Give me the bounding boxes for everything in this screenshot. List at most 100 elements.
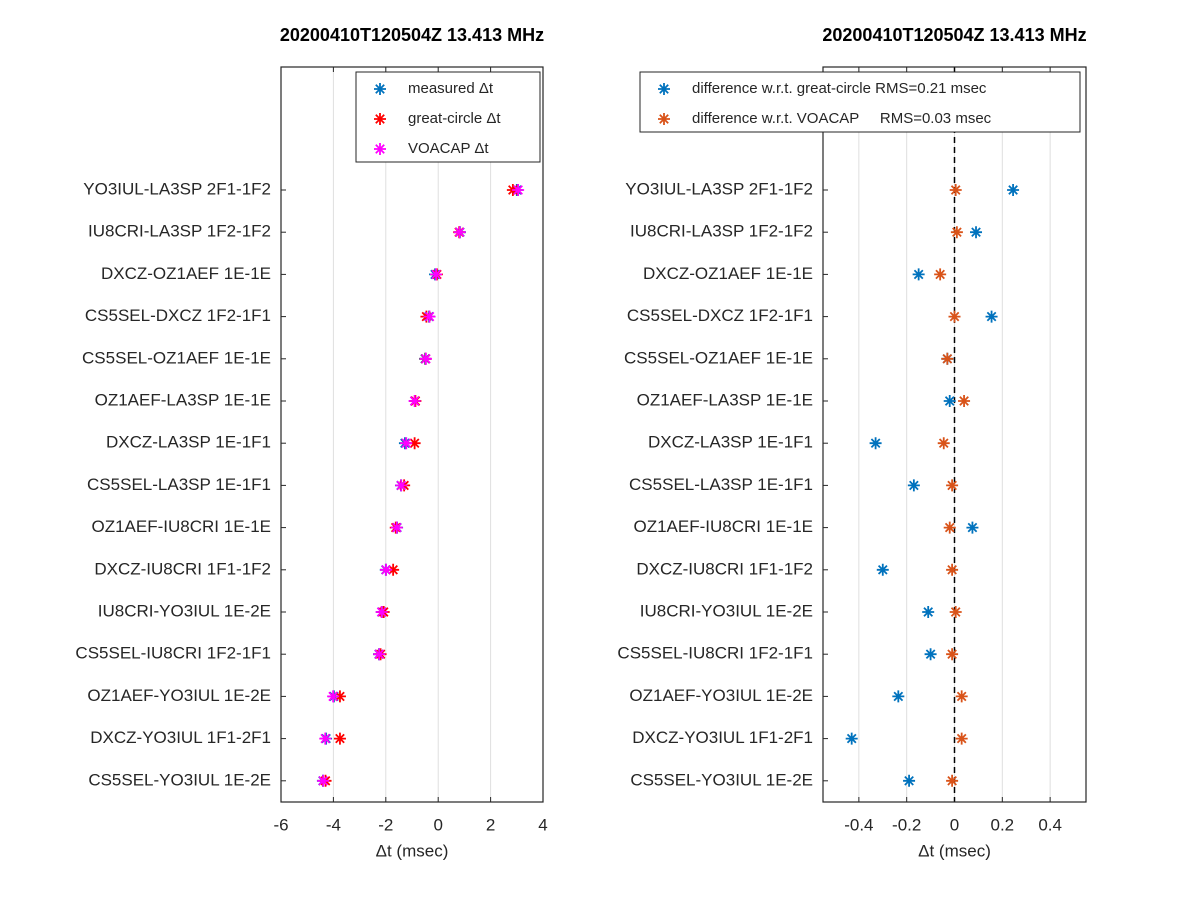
legend-box [639, 71, 1081, 133]
data-point [943, 395, 956, 407]
y-tick-label: CS5SEL-LA3SP 1E-1F1 [87, 475, 271, 494]
data-point [985, 310, 998, 323]
x-tick-label: -6 [273, 815, 288, 834]
y-tick-label: OZ1AEF-YO3IUL 1E-2E [87, 686, 271, 705]
y-tick-label: DXCZ-IU8CRI 1F1-1F2 [636, 559, 813, 578]
data-point [949, 184, 962, 196]
data-point [419, 352, 432, 365]
data-point [892, 690, 905, 703]
data-point [946, 648, 959, 661]
y-tick-label: CS5SEL-YO3IUL 1E-2E [630, 770, 813, 789]
data-point [317, 774, 330, 787]
axes-box [822, 66, 1087, 803]
legend-label: measured Δt [408, 80, 494, 97]
data-point [453, 226, 466, 239]
legend-marker [374, 83, 386, 95]
x-tick-label: -4 [326, 815, 341, 834]
legend-marker [658, 83, 670, 95]
x-tick-label: 0 [433, 815, 442, 834]
data-point [373, 648, 386, 661]
y-tick-label: IU8CRI-LA3SP 1F2-1F2 [88, 222, 271, 241]
data-point [946, 479, 959, 492]
y-tick-label: CS5SEL-YO3IUL 1E-2E [88, 770, 271, 789]
y-tick-label: DXCZ-OZ1AEF 1E-1E [101, 264, 271, 283]
legend-box [355, 71, 541, 163]
data-point [430, 268, 443, 281]
y-tick-label: DXCZ-LA3SP 1E-1F1 [648, 433, 813, 452]
legend-marker [658, 113, 670, 125]
y-tick-label: DXCZ-YO3IUL 1F1-2F1 [90, 728, 271, 747]
data-point [937, 437, 950, 450]
x-tick-label: 0 [950, 815, 959, 834]
data-point [946, 774, 959, 787]
data-point [408, 437, 421, 450]
x-axis-label: Δt (msec) [376, 841, 449, 860]
data-point [950, 226, 963, 239]
y-tick-label: CS5SEL-OZ1AEF 1E-1E [82, 348, 271, 367]
data-point [955, 732, 968, 745]
data-point [970, 226, 983, 239]
x-tick-label: 4 [538, 815, 547, 834]
x-axis-label: Δt (msec) [918, 841, 991, 860]
data-point [380, 563, 393, 576]
data-point [912, 268, 925, 281]
x-tick-label: 0.2 [990, 815, 1014, 834]
y-tick-label: IU8CRI-YO3IUL 1E-2E [640, 601, 813, 620]
x-tick-label: -0.2 [892, 815, 921, 834]
data-point [922, 606, 935, 618]
data-point [512, 184, 525, 196]
y-tick-label: IU8CRI-LA3SP 1F2-1F2 [630, 222, 813, 241]
data-point [924, 648, 937, 661]
y-tick-label: OZ1AEF-IU8CRI 1E-1E [92, 517, 272, 536]
y-tick-label: OZ1AEF-LA3SP 1E-1E [95, 390, 271, 409]
legend-label: VOACAP Δt [408, 140, 489, 157]
data-point [941, 352, 954, 365]
data-point [395, 479, 408, 492]
x-tick-label: 2 [486, 815, 495, 834]
data-point [869, 437, 882, 450]
y-tick-label: DXCZ-LA3SP 1E-1F1 [106, 433, 271, 452]
data-point [423, 310, 436, 323]
y-tick-label: OZ1AEF-IU8CRI 1E-1E [634, 517, 814, 536]
y-tick-label: OZ1AEF-YO3IUL 1E-2E [629, 686, 813, 705]
y-tick-label: CS5SEL-OZ1AEF 1E-1E [624, 348, 813, 367]
data-point [946, 563, 959, 576]
data-point [949, 606, 962, 618]
x-tick-label: -0.4 [844, 815, 873, 834]
legend-marker [374, 143, 386, 155]
data-point [327, 690, 340, 703]
data-point [907, 479, 920, 492]
y-tick-label: DXCZ-YO3IUL 1F1-2F1 [632, 728, 813, 747]
y-tick-label: CS5SEL-DXCZ 1F2-1F1 [627, 306, 813, 325]
axes-box [280, 66, 544, 803]
y-tick-label: YO3IUL-LA3SP 2F1-1F2 [83, 179, 271, 198]
y-tick-label: IU8CRI-YO3IUL 1E-2E [98, 601, 271, 620]
x-tick-label: -2 [378, 815, 393, 834]
data-point [400, 437, 413, 450]
data-point [955, 690, 968, 703]
legend-label: difference w.r.t. VOACAP RMS=0.03 msec [692, 110, 992, 127]
data-point [958, 395, 971, 407]
y-tick-label: DXCZ-IU8CRI 1F1-1F2 [94, 559, 271, 578]
data-point [903, 774, 916, 787]
data-point [333, 690, 346, 703]
y-tick-label: DXCZ-OZ1AEF 1E-1E [643, 264, 813, 283]
y-tick-label: CS5SEL-IU8CRI 1F2-1F1 [75, 644, 271, 663]
data-point [934, 268, 947, 281]
data-point [333, 732, 346, 745]
y-tick-label: CS5SEL-LA3SP 1E-1F1 [629, 475, 813, 494]
legend-label: difference w.r.t. great-circle RMS=0.21 … [692, 80, 987, 97]
y-tick-label: CS5SEL-IU8CRI 1F2-1F1 [617, 644, 813, 663]
y-tick-label: OZ1AEF-LA3SP 1E-1E [637, 390, 813, 409]
data-point [943, 521, 956, 534]
x-tick-label: 0.4 [1038, 815, 1062, 834]
legend-marker [374, 113, 386, 125]
chart-title: 20200410T120504Z 13.413 MHz [822, 25, 1086, 45]
data-point [876, 563, 889, 576]
data-point [1007, 184, 1020, 196]
data-point [966, 521, 979, 534]
data-point [387, 563, 400, 576]
data-point [408, 395, 421, 407]
chart-title: 20200410T120504Z 13.413 MHz [280, 25, 544, 45]
